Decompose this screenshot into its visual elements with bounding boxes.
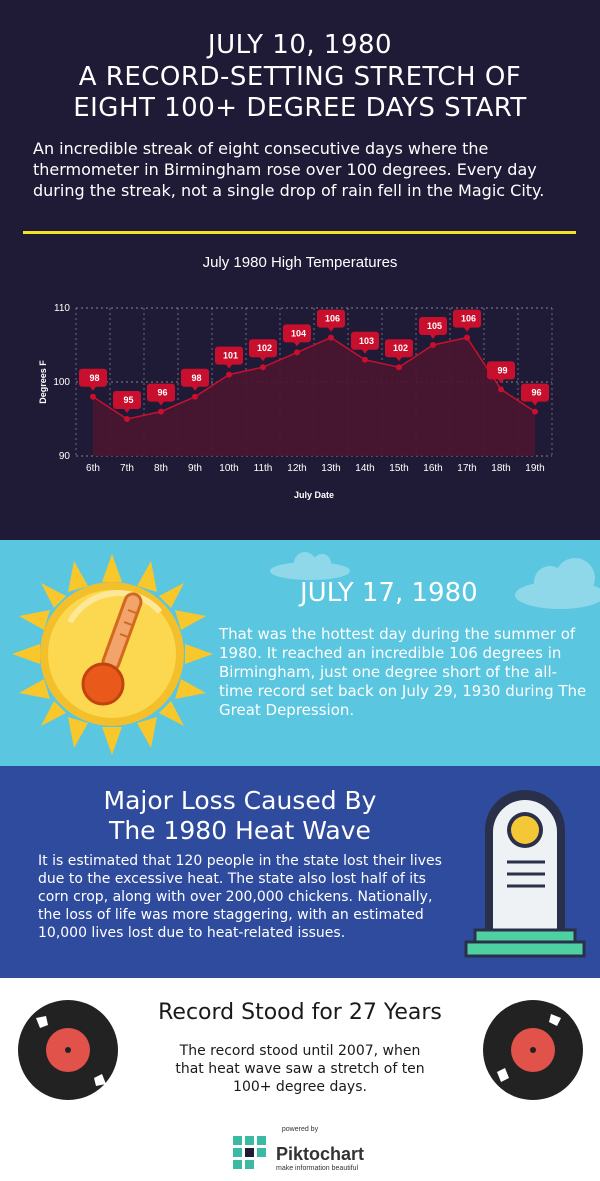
data-label: 103 xyxy=(359,336,374,346)
data-point xyxy=(362,356,368,363)
x-tick-label: 11th xyxy=(254,463,273,474)
data-label-bubble xyxy=(249,339,277,362)
series-line xyxy=(92,336,536,420)
data-label-bubble xyxy=(79,368,107,391)
series-area xyxy=(93,337,535,456)
x-tick-label: 6th xyxy=(86,463,100,474)
data-label: 105 xyxy=(427,321,442,331)
data-label-bubble xyxy=(317,309,345,332)
x-tick-label: 14th xyxy=(355,463,374,474)
major-loss-section: Major Loss Caused By The 1980 Heat Wave … xyxy=(0,766,600,978)
record-section: Record Stood for 27 Years The record sto… xyxy=(0,978,600,1181)
major-loss-text: It is estimated that 120 people in the s… xyxy=(38,853,442,941)
x-tick-label: 18th xyxy=(491,463,510,474)
data-label: 106 xyxy=(461,314,476,324)
data-point xyxy=(328,334,334,341)
x-tick-label: 9th xyxy=(188,463,202,474)
data-label-bubble xyxy=(181,368,209,391)
data-label-bubble xyxy=(113,391,141,413)
data-point xyxy=(464,334,470,341)
major-loss-heading: Major Loss Caused By The 1980 Heat Wave xyxy=(40,786,440,846)
major-loss-heading-line2: The 1980 Heat Wave xyxy=(109,816,371,845)
piktochart-brand[interactable]: Piktochart xyxy=(276,1144,365,1164)
data-point xyxy=(260,364,266,371)
data-label-bubble xyxy=(487,361,515,384)
data-point xyxy=(158,408,164,415)
data-point xyxy=(226,371,232,378)
data-label: 101 xyxy=(223,351,238,361)
x-tick-label: 10th xyxy=(219,463,238,474)
data-label-bubble xyxy=(283,324,311,347)
data-label-bubble xyxy=(385,339,413,362)
data-point xyxy=(192,393,198,400)
temperature-chart: 90 100 110 98 95 96 98 101 102 104 106 103 102 105 106… xyxy=(38,303,553,500)
data-label-bubble xyxy=(351,331,379,354)
yellow-divider xyxy=(23,231,576,234)
title-line-3: EIGHT 100+ DEGREE DAYS START xyxy=(73,93,527,123)
major-loss-heading-line1: Major Loss Caused By xyxy=(103,786,377,815)
data-label: 99 xyxy=(497,365,507,375)
y-tick-label: 110 xyxy=(54,303,70,314)
data-point xyxy=(124,416,130,422)
hottest-day-heading: JULY 17, 1980 xyxy=(300,578,478,608)
data-label: 98 xyxy=(89,373,99,383)
data-label: 102 xyxy=(393,343,408,353)
y-tick-label: 90 xyxy=(59,451,71,462)
hero-section: JULY 10, 1980 A RECORD-SETTING STRETCH O… xyxy=(0,0,600,540)
record-text: The record stood until 2007, when that h… xyxy=(175,1043,425,1095)
record-heading: Record Stood for 27 Years xyxy=(158,1000,442,1025)
sun-icon xyxy=(12,554,213,755)
hottest-day-section: JULY 17, 1980 That was the hottest day d… xyxy=(0,540,600,766)
data-point xyxy=(90,393,96,400)
thermometer-icon xyxy=(81,592,143,706)
x-tick-label: 13th xyxy=(321,463,340,474)
y-tick-label: 100 xyxy=(53,377,70,388)
x-tick-label: 17th xyxy=(457,463,476,474)
data-label: 96 xyxy=(531,388,541,398)
x-tick-label: 12th xyxy=(287,463,306,474)
title-line-date: JULY 10, 1980 xyxy=(207,30,393,60)
x-tick-label: 8th xyxy=(154,463,168,474)
data-label: 98 xyxy=(191,373,201,383)
x-tick-label: 15th xyxy=(389,463,408,474)
x-axis-title: July Date xyxy=(294,490,334,500)
data-label: 95 xyxy=(123,395,133,405)
hottest-day-text: That was the hottest day during the summ… xyxy=(219,625,587,719)
data-label: 102 xyxy=(257,343,272,353)
piktochart-tagline: make information beautiful xyxy=(276,1165,359,1172)
vinyl-record-icon-left xyxy=(18,1000,118,1100)
vinyl-record-icon-right xyxy=(483,1000,583,1100)
data-label-bubble xyxy=(215,346,243,369)
intro-paragraph: An incredible streak of eight consecutiv… xyxy=(33,139,545,200)
data-point xyxy=(430,342,436,348)
y-axis-title: Degrees F xyxy=(38,360,48,404)
data-label-bubble xyxy=(147,383,175,406)
cloud-icon xyxy=(515,558,600,609)
data-label: 96 xyxy=(157,388,167,398)
data-label: 106 xyxy=(325,314,340,324)
data-label-bubble xyxy=(419,317,447,339)
data-label-bubble xyxy=(521,383,549,406)
powered-by-label: powered by xyxy=(281,1126,319,1133)
data-point xyxy=(498,386,504,393)
cloud-icon-small xyxy=(270,552,350,580)
data-point xyxy=(396,364,402,371)
x-tick-label: 19th xyxy=(525,463,544,474)
data-point xyxy=(294,349,300,356)
chart-title: July 1980 High Temperatures xyxy=(202,254,398,271)
x-tick-label: 7th xyxy=(120,463,134,474)
tombstone-icon xyxy=(464,790,586,958)
piktochart-logo-icon xyxy=(233,1136,266,1169)
data-label: 104 xyxy=(291,328,306,338)
data-point xyxy=(532,408,538,415)
x-tick-label: 16th xyxy=(423,463,442,474)
title-line-2: A RECORD-SETTING STRETCH OF xyxy=(78,62,522,92)
data-label-bubble xyxy=(453,309,482,332)
